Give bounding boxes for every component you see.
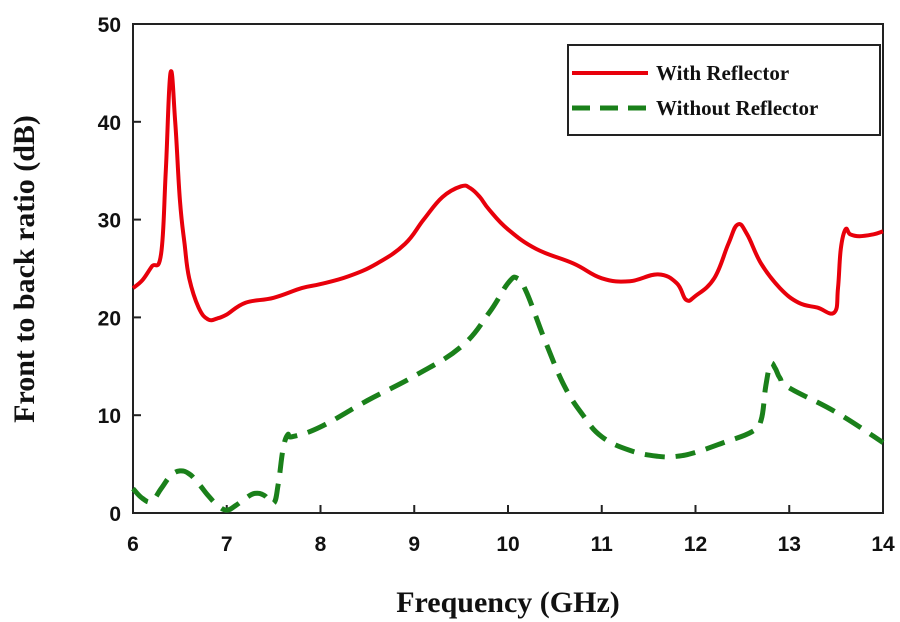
series-layer xyxy=(131,69,885,513)
legend-label-without-reflector: Without Reflector xyxy=(656,96,818,120)
legend-box xyxy=(567,44,881,136)
y-axis: 0 10 20 30 40 50 xyxy=(98,14,141,526)
y-axis-title: Front to back ratio (dB) xyxy=(8,115,41,423)
x-tick-label: 12 xyxy=(684,533,707,556)
y-tick-label: 40 xyxy=(98,112,121,135)
series-line-with-reflector xyxy=(131,69,884,323)
x-axis-title: Frequency (GHz) xyxy=(396,586,620,619)
legend: With Reflector Without Reflector xyxy=(567,44,881,136)
x-tick-label: 13 xyxy=(778,533,801,556)
y-tick-label: 50 xyxy=(98,14,121,37)
x-tick-label: 10 xyxy=(496,533,519,556)
x-tick-label: 6 xyxy=(127,533,139,556)
x-tick-label: 14 xyxy=(871,533,895,556)
x-tick-label: 11 xyxy=(591,533,614,556)
y-tick-label: 0 xyxy=(109,503,121,526)
x-tick-label: 9 xyxy=(408,533,420,556)
x-tick-label: 7 xyxy=(221,533,233,556)
legend-label-with-reflector: With Reflector xyxy=(656,61,789,85)
x-axis: 6 7 8 9 10 11 12 13 14 xyxy=(127,505,895,556)
x-tick-label: 8 xyxy=(315,533,327,556)
y-tick-label: 30 xyxy=(98,210,121,233)
y-tick-label: 10 xyxy=(98,405,121,428)
y-tick-label: 20 xyxy=(98,307,121,330)
series-line-without-reflector xyxy=(131,274,885,513)
